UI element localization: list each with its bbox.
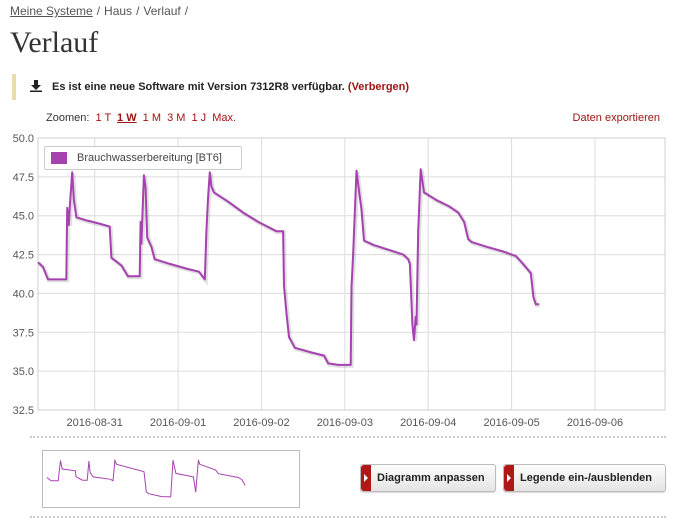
zoom-max[interactable]: Max. (212, 112, 237, 124)
customize-chart-button[interactable]: Diagramm anpassen (360, 464, 496, 492)
x-tick-label: 2016-09-02 (233, 417, 289, 429)
divider (30, 436, 666, 438)
download-icon (30, 80, 42, 92)
page-title: Verlauf (10, 26, 99, 59)
divider (30, 516, 666, 518)
legend-swatch (51, 152, 67, 164)
y-tick-label: 40.0 (13, 288, 34, 300)
y-tick-label: 32.5 (13, 405, 34, 417)
zoom-1-year[interactable]: 1 J (191, 112, 207, 124)
breadcrumb: Meine Systeme / Haus / Verlauf / (10, 4, 192, 18)
y-tick-label: 50.0 (13, 133, 34, 145)
y-tick-label: 45.0 (13, 211, 34, 223)
navigator-series-line (46, 458, 246, 498)
breadcrumb-item-history: Verlauf (143, 4, 181, 18)
zoom-3-months[interactable]: 3 M (167, 112, 186, 124)
notice-text-wrap: Es ist eine neue Software mit Version 73… (52, 81, 409, 93)
y-tick-label: 37.5 (13, 327, 34, 339)
button-marker-icon (361, 465, 371, 491)
x-tick-label: 2016-09-05 (483, 417, 539, 429)
button-marker-icon (504, 465, 514, 491)
zoom-1-day[interactable]: 1 T (95, 112, 111, 124)
export-data-link[interactable]: Daten exportieren (572, 112, 660, 124)
breadcrumb-item-house[interactable]: Haus (104, 4, 133, 18)
breadcrumb-separator: / (136, 4, 140, 18)
zoom-1-week[interactable]: 1 W (117, 112, 137, 124)
x-tick-label: 2016-08-31 (67, 417, 123, 429)
navigator-sparkline (46, 458, 246, 498)
zoom-label: Zoomen: (46, 112, 90, 124)
software-update-notice: Es ist eine neue Software mit Version 73… (12, 74, 669, 100)
x-tick-label: 2016-09-03 (317, 417, 373, 429)
y-tick-label: 42.5 (13, 250, 34, 262)
x-tick-label: 2016-09-04 (400, 417, 456, 429)
breadcrumb-separator: / (184, 4, 189, 18)
series-line (37, 168, 540, 366)
toggle-legend-button[interactable]: Legende ein-/ausblenden (503, 464, 666, 492)
y-tick-label: 35.0 (13, 366, 34, 378)
plot-frame (37, 137, 666, 411)
x-tick-label: 2016-09-01 (150, 417, 206, 429)
zoom-1-month[interactable]: 1 M (142, 112, 162, 124)
breadcrumb-link-systems[interactable]: Meine Systeme (10, 4, 93, 18)
history-chart[interactable]: 50.0 47.5 45.0 42.5 40.0 37.5 35.0 32.5 2016-08-… (0, 128, 692, 430)
legend-series-label: Brauchwasserbereitung [BT6] (77, 152, 222, 164)
x-tick-label: 2016-09-06 (567, 417, 623, 429)
chart-legend[interactable]: Brauchwasserbereitung [BT6] (44, 146, 242, 170)
customize-chart-label: Diagramm anpassen (377, 472, 485, 484)
chart-navigator[interactable] (42, 450, 300, 508)
breadcrumb-separator: / (96, 4, 101, 18)
notice-text: Es ist eine neue Software mit Version 73… (52, 81, 345, 93)
zoom-bar: Zoomen: 1 T 1 W 1 M 3 M 1 J Max. (46, 112, 236, 124)
hide-notice-link[interactable]: (Verbergen) (347, 81, 410, 93)
y-tick-label: 47.5 (13, 172, 34, 184)
toggle-legend-label: Legende ein-/ausblenden (520, 472, 653, 484)
